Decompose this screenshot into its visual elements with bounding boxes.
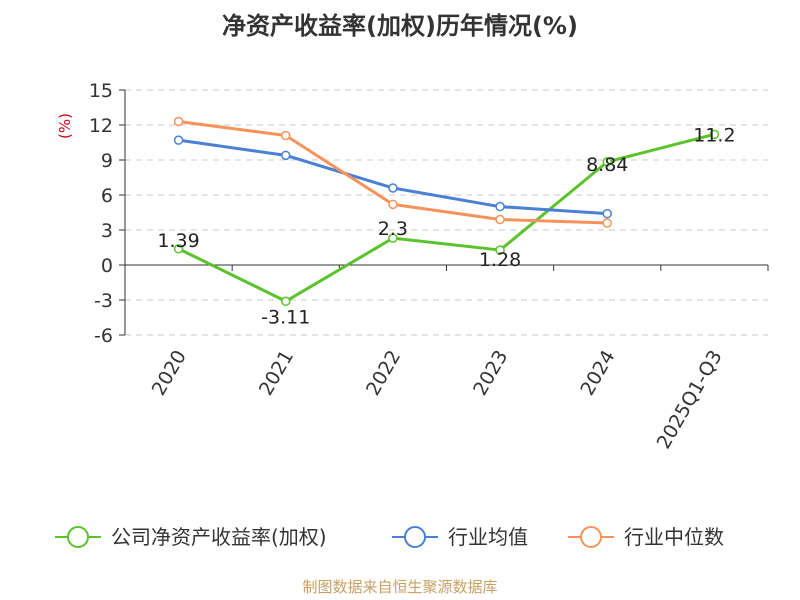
x-tick-label: 2020 [148,347,191,400]
data-label: 1.39 [157,230,199,252]
data-point [173,135,184,145]
series-lines [173,116,720,307]
legend[interactable]: 公司净资产收益率(加权) 行业均值 行业中位数 [55,525,724,549]
axes: 15 12 9 6 3 0 -3 -6 2020 2021 2022 2023 2024 2025Q1-Q… [56,80,769,453]
y-tick-label: 9 [101,150,113,172]
data-point [388,199,398,210]
legend-item[interactable]: 行业均值 [392,525,528,549]
x-tick-label: 2021 [255,347,298,400]
legend-marker [67,526,89,548]
data-point [388,183,398,193]
source-note: 制图数据来自恒生聚源数据库 [302,578,497,596]
y-axis-label: (%) [56,113,74,139]
data-point [602,157,612,167]
data-label: 1.28 [479,249,521,271]
y-tick-label: 0 [101,255,113,277]
legend-label: 行业均值 [448,525,528,549]
y-tick-label: -6 [94,325,113,347]
x-tick-label: 2025Q1-Q3 [653,347,727,453]
data-point [281,150,291,161]
y-tick-label: 6 [101,185,113,207]
data-labels: 1.39 -3.11 2.3 1.28 8.84 11.2 [157,124,735,328]
data-point [495,245,505,255]
legend-marker [404,526,426,548]
data-point [388,233,398,243]
x-tick-label: 2023 [469,347,512,400]
data-label: -3.11 [261,306,310,328]
data-point [495,201,505,212]
grid-lines [125,89,768,336]
y-tick-label: 12 [89,115,113,137]
data-point [173,116,184,127]
data-point [281,296,291,307]
legend-label: 行业中位数 [624,525,724,549]
y-tick-label: 15 [89,80,113,102]
data-point [495,214,505,225]
data-label: 11.2 [693,124,735,146]
data-point [602,208,612,219]
y-tick-label: 3 [101,220,113,242]
legend-item[interactable]: 公司净资产收益率(加权) [55,525,327,549]
data-point [173,244,184,254]
y-tick-label: -3 [94,290,113,312]
chart-title: 净资产收益率(加权)历年情况(%) [222,12,578,40]
x-tick-label: 2024 [576,347,619,400]
data-point [602,218,612,228]
series-line [177,132,715,303]
data-point [281,130,291,141]
legend-marker [580,526,602,548]
x-tick-label: 2022 [362,347,405,400]
legend-label: 公司净资产收益率(加权) [111,525,327,549]
legend-item[interactable]: 行业中位数 [568,525,724,549]
data-label: 2.3 [378,218,408,240]
data-label: 8.84 [586,154,628,176]
data-point [709,129,720,140]
